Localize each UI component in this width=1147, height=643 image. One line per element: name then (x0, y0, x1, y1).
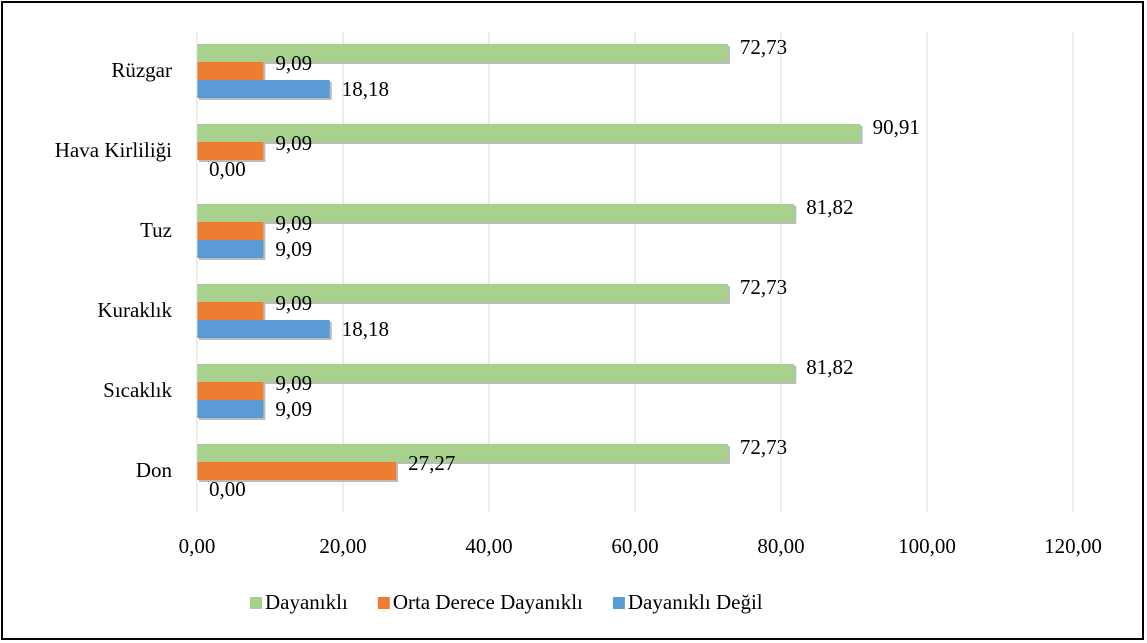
y-tick-label: Don (136, 458, 173, 482)
data-label: 9,09 (275, 51, 312, 75)
data-label: 81,82 (806, 355, 853, 379)
x-tick-label: 60,00 (611, 534, 658, 558)
bar (197, 124, 861, 142)
data-label: 9,09 (275, 211, 312, 235)
data-label: 90,91 (873, 115, 920, 139)
y-tick-label: Sıcaklık (103, 378, 172, 402)
data-label: 9,09 (275, 371, 312, 395)
data-label: 9,09 (275, 131, 312, 155)
legend-label: Orta Derece Dayanıklı (393, 590, 583, 614)
legend-swatch (612, 597, 625, 609)
bar (197, 364, 795, 382)
bar (197, 62, 264, 80)
legend-label: Dayanıklı (265, 590, 348, 614)
x-tick-label: 40,00 (465, 534, 512, 558)
bar (197, 240, 264, 258)
bar (197, 222, 264, 240)
data-label: 81,82 (806, 195, 853, 219)
bar (197, 302, 264, 320)
data-label: 72,73 (740, 435, 787, 459)
x-tick-label: 100,00 (898, 534, 956, 558)
y-tick-label: Kuraklık (97, 298, 172, 322)
y-tick-label: Hava Kirliliği (55, 138, 172, 162)
data-label: 9,09 (275, 397, 312, 421)
data-label: 9,09 (275, 291, 312, 315)
legend-swatch (250, 597, 262, 609)
y-tick-label: Rüzgar (111, 58, 172, 82)
x-tick-label: 20,00 (319, 534, 366, 558)
legend-label: Dayanıklı Değil (628, 590, 763, 614)
data-label: 0,00 (209, 477, 246, 501)
data-label: 27,27 (408, 451, 455, 475)
x-tick-label: 0,00 (179, 534, 216, 558)
bar (197, 44, 728, 62)
data-label: 72,73 (740, 35, 787, 59)
data-label: 9,09 (275, 237, 312, 261)
bar (197, 462, 397, 480)
bar (197, 80, 330, 98)
x-tick-label: 120,00 (1044, 534, 1102, 558)
data-label: 72,73 (740, 275, 787, 299)
y-tick-label: Tuz (140, 218, 172, 242)
bar (197, 382, 264, 400)
bar (197, 320, 330, 338)
bar (197, 400, 264, 418)
legend-swatch (377, 597, 390, 609)
data-label: 0,00 (209, 157, 246, 181)
bar (197, 204, 795, 222)
bar (197, 444, 728, 462)
bar (197, 284, 728, 302)
x-tick-label: 80,00 (757, 534, 804, 558)
data-label: 18,18 (342, 317, 389, 341)
bar (197, 142, 264, 160)
data-label: 18,18 (342, 77, 389, 101)
